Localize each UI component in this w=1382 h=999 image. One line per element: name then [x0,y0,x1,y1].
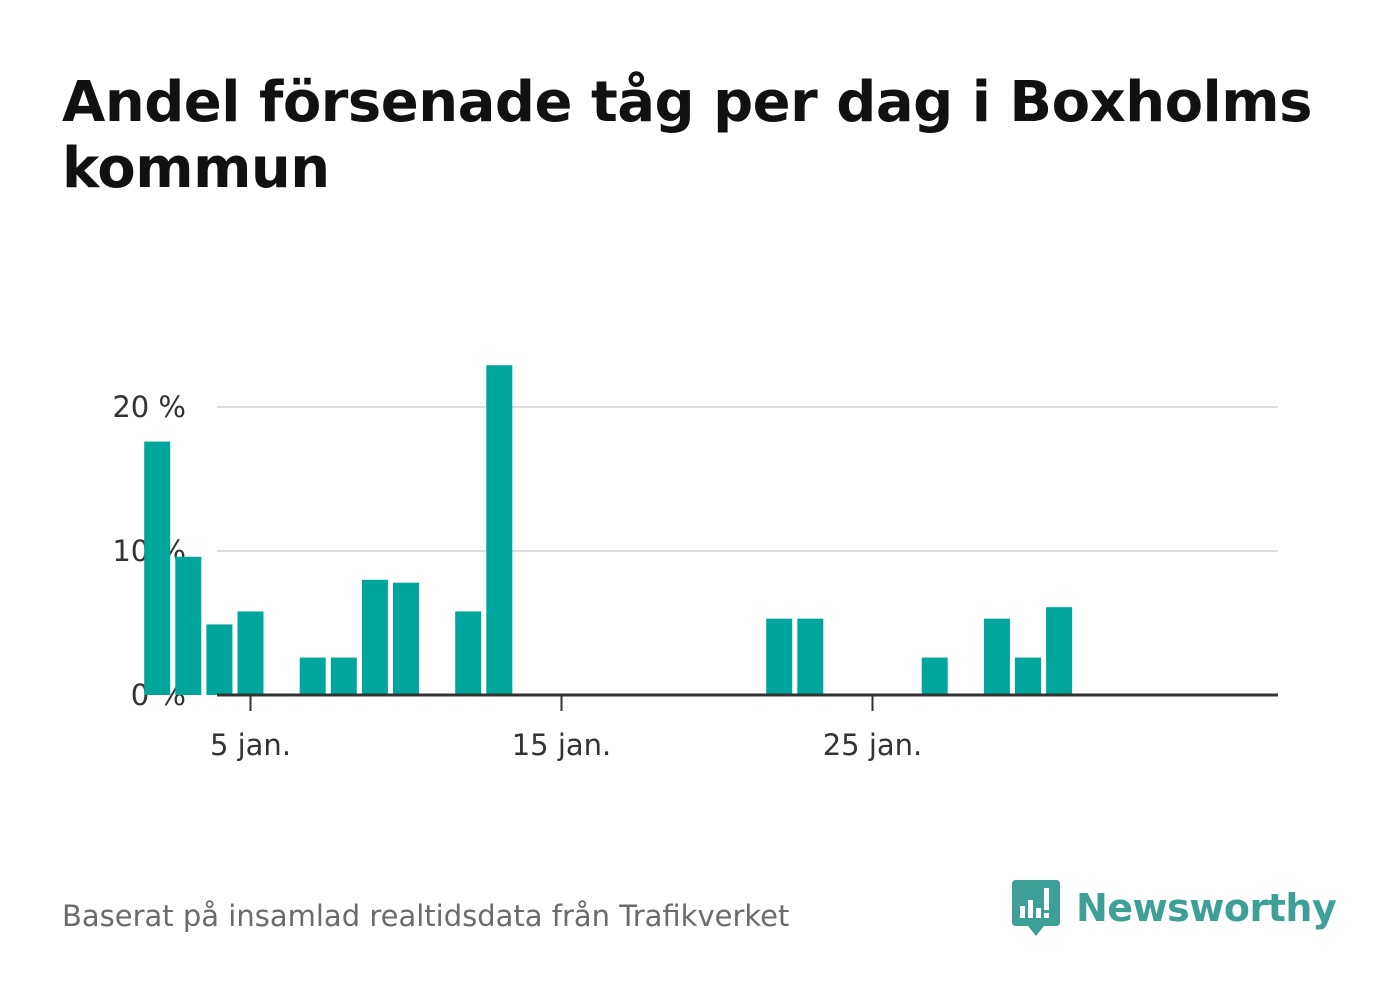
bar-day-30 [1015,657,1041,695]
bar-day-23 [797,618,824,695]
bar-day-9 [361,579,388,695]
bar-day-2 [144,441,171,695]
x-tick-label: 5 jan. [210,728,291,762]
bar-day-8 [330,657,357,695]
bar-day-5 [237,611,264,695]
bar-day-29 [983,618,1010,695]
bar-day-13 [486,365,513,695]
bar-day-22 [766,618,793,695]
chart-speech-bubble-icon [1012,880,1060,936]
bar-day-27 [921,657,948,695]
x-tick-label: 15 jan. [512,728,612,762]
bar-day-3 [175,556,202,695]
bar-day-31 [1046,607,1073,695]
bar-day-10 [393,582,419,695]
brand-logo[interactable]: Newsworthy [1010,876,1337,940]
chart-title: Andel försenade tåg per dag i Boxholms k… [62,70,1312,201]
bar-day-4 [206,624,233,695]
bar-day-7 [299,657,326,695]
x-tick-label: 25 jan. [823,728,923,762]
bar-day-12 [455,611,482,695]
source-note: Baserat på insamlad realtidsdata från Tr… [62,899,790,933]
brand-name: Newsworthy [1076,886,1337,930]
y-tick-label: 20 % [112,390,186,424]
